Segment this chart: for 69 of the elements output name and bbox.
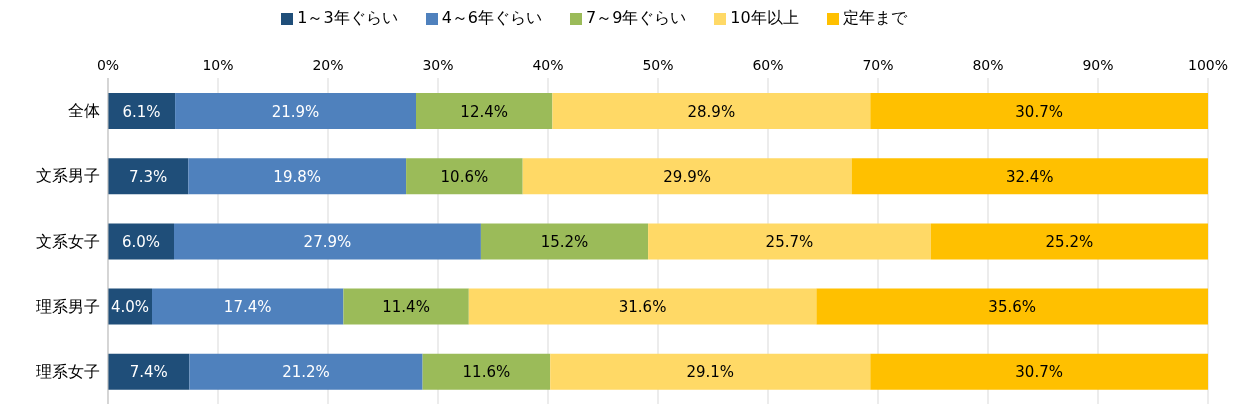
bar xyxy=(108,353,190,390)
legend-label: 定年まで xyxy=(842,8,907,27)
data-label: 32.4% xyxy=(1005,167,1054,186)
data-label: 35.6% xyxy=(988,298,1037,317)
bar xyxy=(930,223,1208,260)
x-tick-label: 40% xyxy=(532,57,564,73)
y-tick-label: 理系男子 xyxy=(36,296,100,316)
x-tick-label: 30% xyxy=(422,57,454,73)
data-label: 30.7% xyxy=(1015,363,1063,382)
data-label: 15.2% xyxy=(540,232,589,251)
x-tick-label: 90% xyxy=(1082,57,1114,73)
bar xyxy=(522,158,852,195)
data-label: 19.8% xyxy=(273,167,322,186)
y-tick-label: 文系男子 xyxy=(36,166,100,186)
data-label: 30.7% xyxy=(1015,102,1063,121)
data-label: 11.6% xyxy=(462,363,511,382)
data-label: 10.6% xyxy=(440,167,489,186)
bar xyxy=(175,93,416,129)
bar xyxy=(552,93,871,129)
data-label: 27.9% xyxy=(303,232,352,251)
legend-label: 4～6年ぐらい xyxy=(441,8,542,27)
bar xyxy=(870,353,1208,390)
x-tick-label: 70% xyxy=(862,57,894,73)
bar xyxy=(108,158,189,195)
bar xyxy=(343,288,469,325)
x-tick-label: 0% xyxy=(96,57,120,73)
bar xyxy=(406,158,523,195)
data-label: 28.9% xyxy=(687,102,736,121)
bar xyxy=(480,223,649,260)
bar xyxy=(188,158,407,195)
data-label: 4.0% xyxy=(110,298,150,317)
data-label: 7.3% xyxy=(129,167,168,186)
data-label: 17.4% xyxy=(223,298,272,317)
data-label: 11.4% xyxy=(382,298,430,317)
data-label: 29.9% xyxy=(663,167,711,186)
bar xyxy=(416,93,553,129)
x-tick-label: 100% xyxy=(1187,57,1229,73)
data-label: 29.1% xyxy=(686,363,735,382)
data-label: 7.4% xyxy=(129,363,168,382)
data-label: 6.0% xyxy=(121,232,161,251)
bar xyxy=(174,223,481,260)
bar xyxy=(870,93,1208,129)
data-label: 12.4% xyxy=(460,102,509,121)
y-tick-label: 文系女子 xyxy=(36,231,100,251)
bar xyxy=(108,93,176,129)
x-tick-label: 50% xyxy=(642,57,674,73)
bar xyxy=(189,353,423,390)
y-tick-label: 理系女子 xyxy=(36,362,100,382)
bar xyxy=(152,288,344,325)
bar xyxy=(648,223,931,260)
data-label: 25.7% xyxy=(765,232,814,251)
x-tick-label: 20% xyxy=(312,57,344,73)
data-label: 31.6% xyxy=(618,298,667,317)
data-label: 21.9% xyxy=(271,102,320,121)
bar xyxy=(468,288,817,325)
legend-label: 1～3年ぐらい xyxy=(297,8,398,27)
bar xyxy=(422,353,551,390)
legend-label: 7～9年ぐらい xyxy=(586,8,687,27)
data-label: 21.2% xyxy=(282,363,330,382)
x-tick-label: 80% xyxy=(972,57,1004,73)
x-tick-label: 10% xyxy=(202,57,234,73)
bar xyxy=(550,353,871,390)
legend-label: 10年以上 xyxy=(730,8,799,27)
x-tick-label: 60% xyxy=(752,57,784,73)
data-label: 25.2% xyxy=(1045,232,1094,251)
data-label: 6.1% xyxy=(122,102,161,121)
bar xyxy=(816,288,1208,325)
bar xyxy=(851,158,1208,195)
y-tick-label: 全体 xyxy=(68,101,100,121)
